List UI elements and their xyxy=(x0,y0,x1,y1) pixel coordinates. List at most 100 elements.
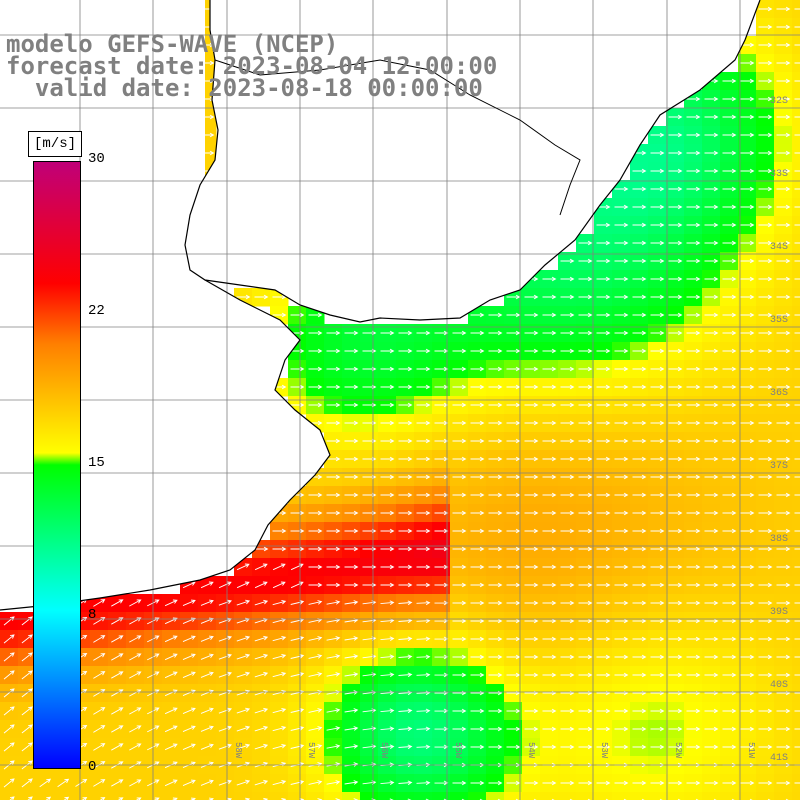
wind-arrow xyxy=(344,564,359,570)
wind-arrow xyxy=(722,780,737,786)
wind-arrow xyxy=(111,779,124,787)
wind-arrow xyxy=(398,348,413,354)
wind-arrow xyxy=(452,744,467,750)
wind-arrow xyxy=(560,618,575,624)
wind-arrow xyxy=(380,708,395,713)
wind-arrow xyxy=(614,204,629,210)
wind-arrow xyxy=(596,546,611,552)
wind-arrow xyxy=(434,348,449,354)
wind-arrow xyxy=(740,672,755,678)
wind-arrow xyxy=(452,780,467,786)
wind-arrow xyxy=(200,653,214,660)
wind-arrow xyxy=(308,726,323,731)
wind-arrow xyxy=(578,312,593,318)
wind-arrow xyxy=(290,599,305,605)
wind-arrow xyxy=(416,618,431,624)
wind-arrow xyxy=(686,96,701,102)
wind-arrow xyxy=(578,420,593,426)
wind-arrow xyxy=(326,402,341,408)
wind-arrow xyxy=(560,402,575,408)
wind-arrow xyxy=(596,600,611,606)
wind-arrow xyxy=(9,796,15,800)
longitude-label: 53W xyxy=(599,742,609,759)
wind-arrow xyxy=(740,600,755,606)
wind-arrow xyxy=(111,743,124,751)
wind-arrow xyxy=(596,366,611,372)
wind-arrow xyxy=(398,366,413,372)
wind-arrow xyxy=(416,582,431,588)
wind-arrow xyxy=(470,528,485,534)
wind-arrow xyxy=(452,636,467,642)
wind-arrow xyxy=(398,672,413,678)
wind-arrow xyxy=(740,312,755,318)
wind-arrow xyxy=(722,420,737,426)
wind-arrow xyxy=(560,582,575,588)
wind-arrow xyxy=(758,24,773,30)
wind-arrow xyxy=(164,743,178,751)
wind-arrow xyxy=(326,366,341,372)
wind-arrow xyxy=(200,60,215,66)
wind-arrow xyxy=(524,510,539,516)
wind-arrow xyxy=(776,564,791,570)
wind-arrow xyxy=(614,240,629,246)
wind-arrow xyxy=(398,744,413,750)
wind-arrow xyxy=(200,96,215,102)
wind-arrow xyxy=(506,348,521,354)
wind-arrow xyxy=(632,186,647,192)
wind-arrow xyxy=(740,204,755,210)
wind-arrow xyxy=(272,384,287,390)
wind-arrow xyxy=(93,707,106,715)
wind-arrow xyxy=(614,528,629,534)
wind-arrow xyxy=(524,672,539,678)
wind-arrow xyxy=(470,672,485,678)
wind-arrow xyxy=(380,690,395,695)
wind-arrow xyxy=(650,168,665,174)
wind-arrow xyxy=(326,492,341,498)
wind-arrow xyxy=(794,746,800,748)
wind-arrow xyxy=(686,114,701,120)
wind-arrow xyxy=(111,635,124,643)
wind-arrow xyxy=(398,384,413,390)
wind-arrow xyxy=(344,456,359,462)
field-cell xyxy=(558,792,577,800)
wind-arrow xyxy=(111,707,124,715)
wind-arrow xyxy=(632,402,647,408)
wind-arrow xyxy=(560,546,575,552)
wind-arrow xyxy=(578,258,593,264)
latitude-label: 37S xyxy=(770,461,788,472)
wind-arrow xyxy=(308,780,323,785)
wind-arrow xyxy=(506,420,521,426)
wind-arrow xyxy=(452,420,467,426)
wind-arrow xyxy=(686,420,701,426)
wind-arrow xyxy=(380,672,395,677)
wind-arrow xyxy=(111,671,124,679)
wind-arrow xyxy=(416,510,431,516)
wind-arrow xyxy=(434,744,449,750)
wind-arrow xyxy=(560,636,575,642)
wind-arrow xyxy=(434,420,449,426)
wind-arrow xyxy=(632,204,647,210)
wind-arrow xyxy=(506,384,521,390)
wind-arrow xyxy=(650,726,665,732)
wind-arrow xyxy=(758,402,773,408)
wind-arrow xyxy=(668,600,683,606)
wind-arrow xyxy=(39,778,52,788)
wind-arrow xyxy=(434,402,449,408)
colorbar-tick-0: 0 xyxy=(88,759,97,775)
field-cell xyxy=(90,792,109,800)
wind-arrow xyxy=(524,348,539,354)
wind-arrow xyxy=(236,635,251,642)
wind-arrow xyxy=(218,599,232,606)
wind-arrow xyxy=(722,384,737,390)
wind-arrow xyxy=(164,707,178,715)
wind-arrow xyxy=(614,438,629,444)
field-cell xyxy=(198,792,217,800)
wind-arrow xyxy=(560,654,575,660)
wind-arrow xyxy=(632,546,647,552)
wind-arrow xyxy=(21,742,33,752)
wind-arrow xyxy=(542,780,557,786)
wind-arrow xyxy=(93,743,106,751)
title-model: modelo GEFS-WAVE (NCEP) xyxy=(6,30,339,58)
wind-arrow xyxy=(632,150,647,156)
wind-arrow xyxy=(614,636,629,642)
